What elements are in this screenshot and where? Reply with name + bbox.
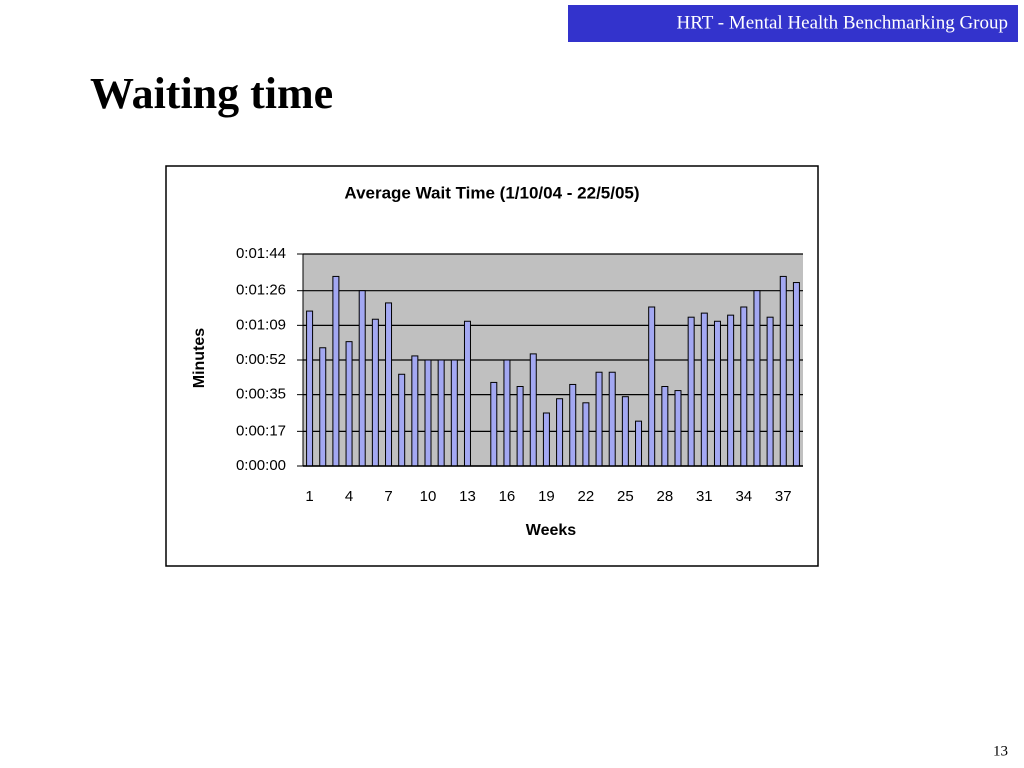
- bar: [358, 290, 366, 467]
- y-tick-label: 0:00:17: [236, 422, 286, 439]
- header-text: HRT - Mental Health Benchmarking Group: [677, 12, 1008, 33]
- bar: [621, 396, 629, 467]
- slide-title: Waiting time: [90, 69, 333, 118]
- y-axis-label: Minutes: [191, 328, 208, 389]
- x-tick-label: 19: [538, 488, 555, 505]
- bar: [687, 316, 695, 467]
- page-number: 13: [993, 743, 1008, 759]
- header-bar: [568, 5, 1018, 42]
- bar: [424, 359, 432, 467]
- y-tick-label: 0:01:26: [236, 282, 286, 299]
- bar: [319, 347, 327, 467]
- x-tick-label: 34: [735, 488, 752, 505]
- x-tick-label: 25: [617, 488, 634, 505]
- y-tick-label: 0:00:35: [236, 386, 286, 403]
- bar: [569, 383, 577, 467]
- bar: [463, 320, 471, 467]
- bar: [753, 290, 761, 467]
- x-tick-label: 16: [499, 488, 516, 505]
- bar: [306, 310, 314, 467]
- bar: [792, 282, 800, 467]
- bar: [529, 353, 537, 467]
- y-tick-label: 0:01:44: [236, 245, 286, 262]
- x-tick-label: 1: [305, 488, 313, 505]
- bar: [385, 302, 393, 467]
- bar: [332, 275, 340, 467]
- bar: [608, 371, 616, 467]
- bar: [648, 306, 656, 467]
- bar: [490, 381, 498, 467]
- bar: [727, 314, 735, 467]
- x-tick-label: 31: [696, 488, 713, 505]
- bar: [713, 320, 721, 467]
- bar: [700, 312, 708, 467]
- bar: [450, 359, 458, 467]
- x-tick-label: 7: [384, 488, 392, 505]
- bar: [516, 386, 524, 467]
- x-tick-label: 28: [656, 488, 673, 505]
- x-tick-label: 13: [459, 488, 476, 505]
- bar: [542, 412, 550, 467]
- x-axis-label: Weeks: [526, 522, 577, 539]
- bar: [674, 390, 682, 467]
- bar: [556, 398, 564, 467]
- y-tick-label: 0:01:09: [236, 316, 286, 333]
- x-tick-label: 37: [775, 488, 792, 505]
- bar: [437, 359, 445, 467]
- bar: [766, 316, 774, 467]
- bar: [740, 306, 748, 467]
- x-tick-label: 4: [345, 488, 353, 505]
- bar: [345, 341, 353, 467]
- x-tick-label: 22: [578, 488, 595, 505]
- bar: [582, 402, 590, 467]
- chart-title: Average Wait Time (1/10/04 - 22/5/05): [344, 183, 639, 202]
- bar: [661, 386, 669, 467]
- bar: [371, 318, 379, 467]
- x-tick-label: 10: [420, 488, 437, 505]
- bar: [779, 275, 787, 467]
- bar: [411, 355, 419, 467]
- y-tick-label: 0:00:00: [236, 457, 286, 474]
- bar: [635, 420, 643, 467]
- bar: [595, 371, 603, 467]
- bar: [503, 359, 511, 467]
- y-tick-label: 0:00:52: [236, 351, 286, 368]
- bar: [398, 373, 406, 467]
